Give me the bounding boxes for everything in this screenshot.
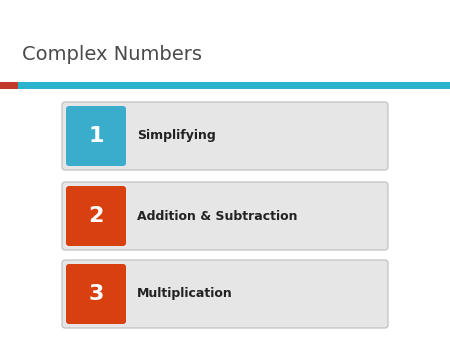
Text: Multiplication: Multiplication — [137, 288, 233, 300]
FancyBboxPatch shape — [62, 182, 388, 250]
FancyBboxPatch shape — [66, 264, 126, 324]
FancyBboxPatch shape — [66, 186, 126, 246]
Text: Addition & Subtraction: Addition & Subtraction — [137, 210, 297, 222]
Text: Simplifying: Simplifying — [137, 129, 216, 143]
FancyBboxPatch shape — [66, 106, 126, 166]
Text: 3: 3 — [88, 284, 104, 304]
FancyBboxPatch shape — [62, 260, 388, 328]
Text: 2: 2 — [88, 206, 104, 226]
Text: 1: 1 — [88, 126, 104, 146]
FancyBboxPatch shape — [0, 82, 18, 89]
FancyBboxPatch shape — [18, 82, 450, 89]
Text: Complex Numbers: Complex Numbers — [22, 46, 202, 65]
FancyBboxPatch shape — [62, 102, 388, 170]
